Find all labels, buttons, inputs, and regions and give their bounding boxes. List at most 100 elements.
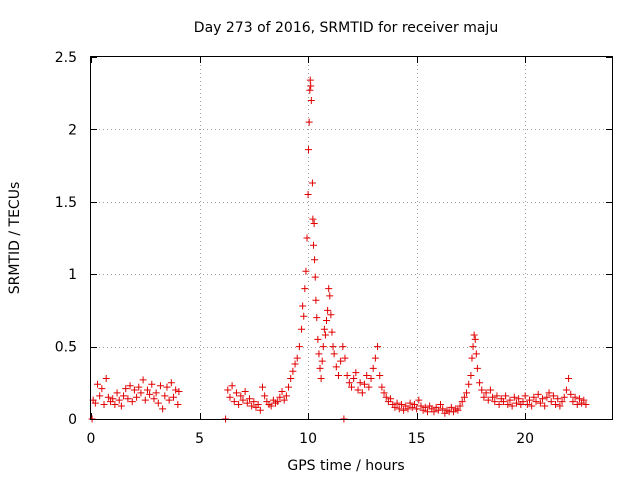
data-point xyxy=(316,364,324,372)
data-point xyxy=(361,380,369,388)
data-point xyxy=(410,401,418,409)
data-point xyxy=(345,379,353,387)
data-point xyxy=(311,273,319,281)
data-point xyxy=(137,389,145,397)
plot-frame xyxy=(90,56,613,420)
data-point xyxy=(139,376,147,384)
data-point xyxy=(374,343,382,351)
data-point xyxy=(582,401,590,409)
data-point xyxy=(241,387,249,395)
data-point xyxy=(327,311,335,319)
data-point xyxy=(159,405,167,413)
data-point xyxy=(506,396,514,404)
data-point xyxy=(226,393,234,401)
data-point xyxy=(299,302,307,310)
data-point xyxy=(512,399,520,407)
data-point xyxy=(504,401,512,409)
data-point xyxy=(150,395,158,403)
data-point xyxy=(528,402,536,410)
data-point xyxy=(126,382,134,390)
data-point xyxy=(541,402,549,410)
data-point xyxy=(341,354,349,362)
data-point xyxy=(167,379,175,387)
data-point xyxy=(573,401,581,409)
data-point xyxy=(276,393,284,401)
grid xyxy=(91,57,612,419)
data-point xyxy=(558,398,566,406)
data-point xyxy=(508,402,516,410)
data-point xyxy=(423,408,431,416)
data-point xyxy=(124,395,132,403)
data-point xyxy=(437,401,445,409)
data-point xyxy=(554,395,562,403)
data-point xyxy=(300,312,308,320)
data-point xyxy=(243,399,251,407)
data-point xyxy=(165,396,173,404)
data-point xyxy=(285,383,293,391)
data-point xyxy=(348,383,355,391)
data-point xyxy=(454,406,462,414)
data-point xyxy=(332,363,340,371)
y-axis-label: SRMTID / TECUs xyxy=(7,182,23,295)
data-point xyxy=(239,396,247,404)
y-tick-label: 2.5 xyxy=(55,50,77,66)
data-point xyxy=(98,385,106,393)
data-point xyxy=(293,354,301,362)
data-point xyxy=(560,393,568,401)
data-point xyxy=(250,398,258,406)
data-point xyxy=(476,379,484,387)
x-axis-label: GPS time / hours xyxy=(287,458,404,474)
data-point xyxy=(312,296,320,304)
data-point xyxy=(391,403,399,411)
data-point xyxy=(421,403,429,411)
data-point xyxy=(489,393,497,401)
data-point xyxy=(468,354,476,362)
data-point xyxy=(278,387,286,395)
data-point xyxy=(146,390,154,398)
data-point xyxy=(109,395,117,403)
y-tick-label: 1 xyxy=(68,267,77,283)
data-point xyxy=(295,343,303,351)
data-point xyxy=(254,401,262,409)
data-point xyxy=(354,386,362,394)
data-point xyxy=(328,328,336,336)
data-point xyxy=(96,392,104,400)
data-point xyxy=(549,392,557,400)
data-point xyxy=(367,374,375,382)
data-point xyxy=(502,392,510,400)
data-point xyxy=(356,379,364,387)
y-tick-label: 0 xyxy=(68,412,77,428)
data-point xyxy=(317,374,325,382)
x-tick-label: 15 xyxy=(408,431,426,447)
data-point xyxy=(417,402,425,410)
chart-title: Day 273 of 2016, SRMTID for receiver maj… xyxy=(194,20,498,36)
data-point xyxy=(113,389,121,397)
data-point xyxy=(523,401,531,409)
data-point xyxy=(117,402,125,410)
data-point xyxy=(456,402,464,410)
data-point xyxy=(580,396,588,404)
data-point xyxy=(543,393,551,401)
data-point xyxy=(387,395,395,403)
y-tick-label: 1.5 xyxy=(55,195,77,211)
data-point xyxy=(469,343,477,351)
x-tick-label: 10 xyxy=(299,431,317,447)
data-point xyxy=(499,398,507,406)
data-point xyxy=(102,374,110,382)
data-point xyxy=(369,364,377,372)
data-point xyxy=(465,380,473,388)
data-point xyxy=(156,382,164,390)
data-point xyxy=(571,393,579,401)
data-point xyxy=(237,392,245,400)
data-point xyxy=(352,369,360,377)
data-point xyxy=(274,398,282,406)
data-point xyxy=(378,383,386,391)
y-tick-label: 2 xyxy=(68,122,77,138)
data-point xyxy=(329,343,337,351)
data-point xyxy=(539,395,547,403)
data-point xyxy=(245,395,253,403)
data-point xyxy=(267,402,275,410)
data-point xyxy=(460,393,468,401)
data-point xyxy=(486,386,494,394)
x-tick-label: 0 xyxy=(87,431,96,447)
